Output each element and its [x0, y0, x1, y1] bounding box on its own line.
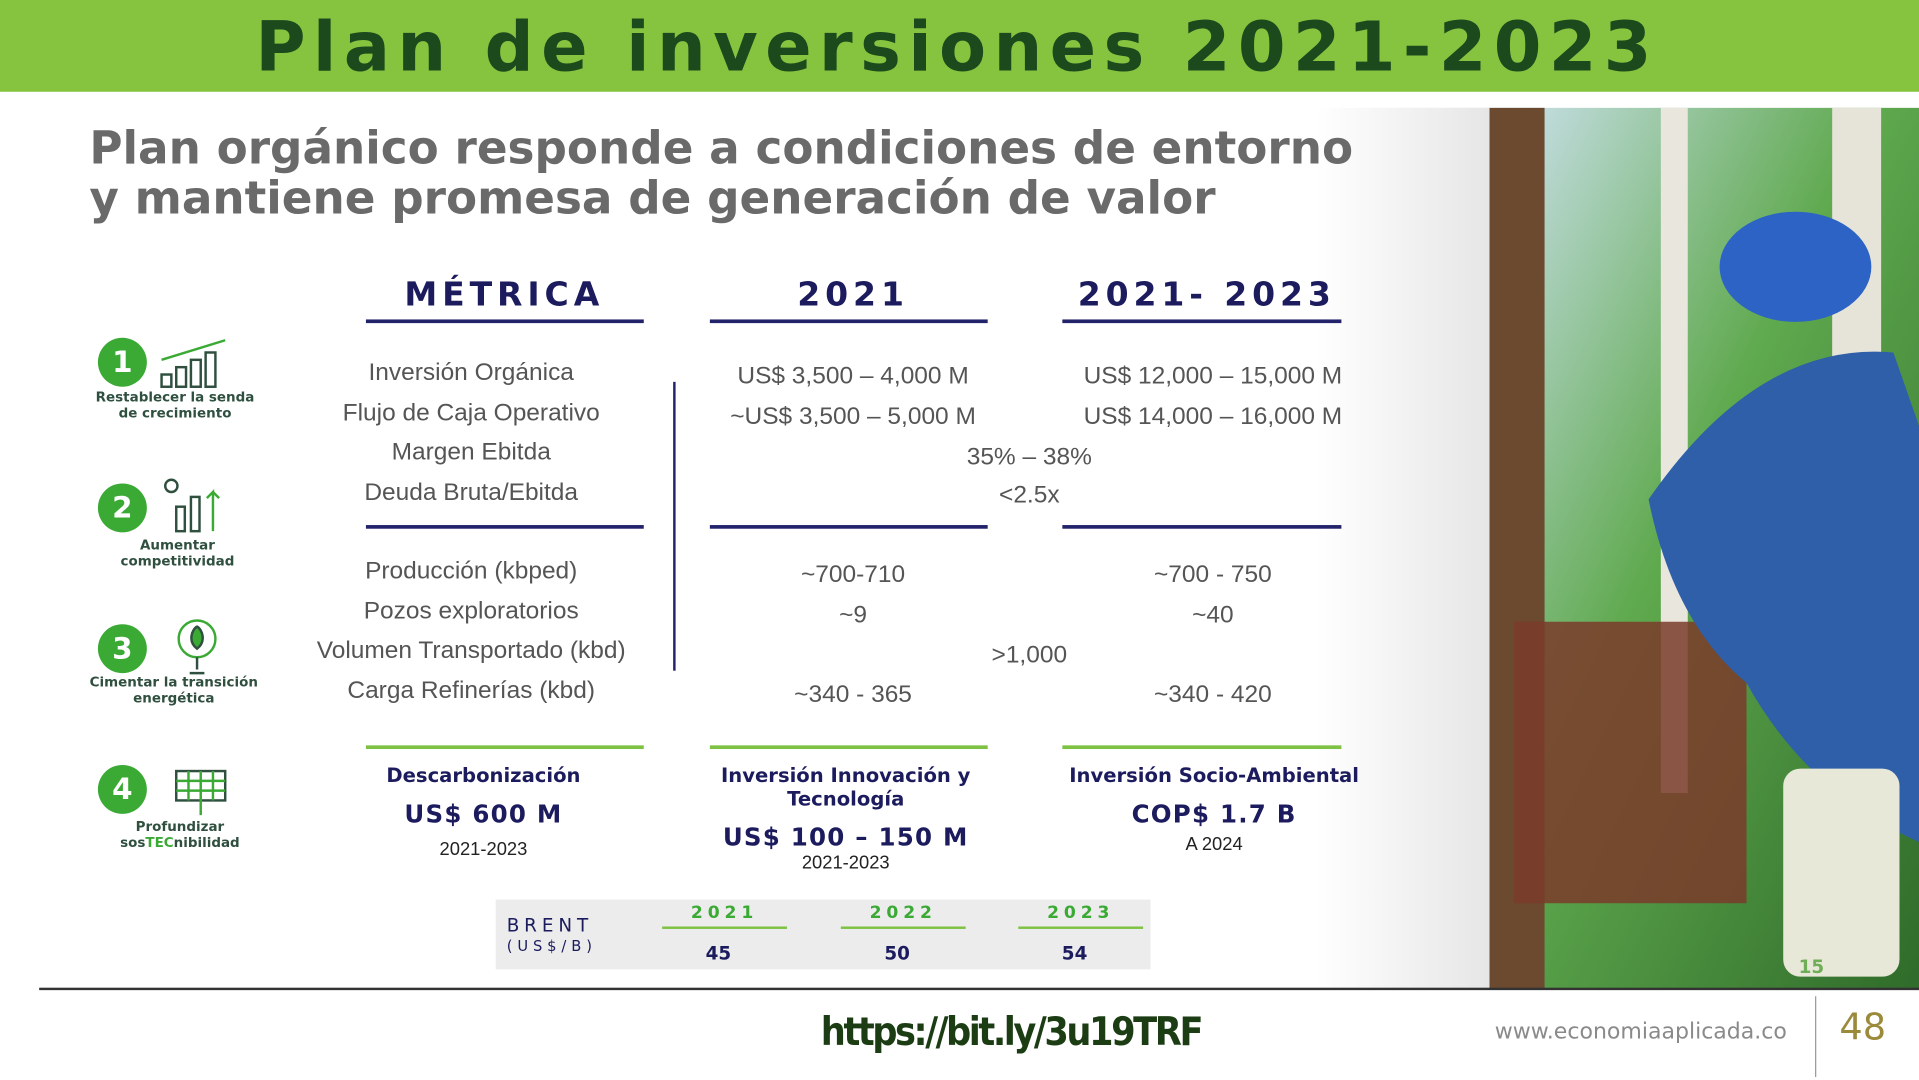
website: www.economiaaplicada.co: [1494, 1018, 1787, 1045]
brent-rule: [840, 926, 966, 929]
pillar-icons: [160, 339, 227, 816]
column-header: MÉTRICA: [404, 275, 605, 314]
investment-amount: COP$ 1.7 B: [1131, 799, 1297, 829]
metric-value: >1,000: [991, 641, 1068, 669]
rule: [365, 319, 644, 324]
brent-value: 50: [884, 942, 910, 965]
brent-value: 45: [705, 942, 732, 965]
metric-value: ~40: [1192, 601, 1234, 629]
slide-heading: Plan orgánico responde a condiciones de …: [89, 121, 1354, 175]
investment-amount: US$ 100 – 150 M: [722, 822, 969, 852]
rule: [709, 319, 988, 324]
investment-title: Descarbonización: [386, 763, 581, 787]
column-header: 2021: [797, 275, 909, 314]
metric-value: ~340 - 365: [794, 681, 912, 709]
rule: [1062, 745, 1342, 750]
rule: [365, 525, 644, 529]
metric-value: ~700-710: [800, 561, 906, 589]
pillar-number: 3: [97, 624, 147, 674]
footer-divider: [1815, 996, 1817, 1078]
page-number: 48: [1839, 1006, 1887, 1050]
investment-period: 2021-2023: [439, 838, 528, 860]
metric-name: Pozos exploratorios: [363, 597, 579, 625]
slide-heading: y mantiene promesa de generación de valo…: [89, 171, 1216, 225]
source-link[interactable]: https://bit.ly/3u19TRF: [820, 1008, 1204, 1056]
metric-value: <2.5x: [999, 481, 1060, 509]
column-header: 2021- 2023: [1077, 275, 1336, 314]
pillar-label-line: Aumentar: [139, 537, 215, 554]
metric-value: ~340 - 420: [1154, 681, 1272, 709]
brent-rule: [1018, 926, 1144, 929]
pillar-label-line: Cimentar la transición: [89, 674, 258, 691]
metric-name: Deuda Bruta/Ebitda: [364, 479, 579, 507]
pillar-label-part: sos: [120, 834, 146, 851]
metric-value: US$ 12,000 – 15,000 M: [1083, 362, 1343, 390]
investment-period: A 2024: [1185, 834, 1243, 855]
rule: [1062, 525, 1342, 529]
rule: [1062, 319, 1342, 324]
brent-year: 2021: [690, 903, 759, 923]
metric-value: 35% – 38%: [966, 443, 1092, 471]
slide-number: 15: [1798, 955, 1825, 978]
metric-value: ~700 - 750: [1154, 561, 1272, 589]
footer-rule: [39, 987, 1919, 991]
metric-name: Inversión Orgánica: [368, 359, 574, 387]
pillar-label-line: energética: [133, 690, 215, 707]
page-title: Plan de inversiones 2021-2023: [255, 7, 1659, 88]
rule: [709, 525, 988, 529]
pillar-number: 4: [97, 764, 147, 814]
brent-year: 2022: [869, 903, 937, 923]
slide: [39, 107, 1490, 989]
pillar-label: Cimentar la transición energética: [90, 674, 258, 706]
pillar-label-line: competitividad: [120, 553, 235, 570]
pillar-label-part: TEC: [145, 834, 174, 851]
rule: [365, 745, 644, 750]
brent-box: [495, 899, 1151, 970]
pillar-label: Restablecer la senda de crecimiento: [96, 389, 255, 421]
pillar-label: Aumentar competitividad: [121, 537, 235, 569]
divider: [673, 381, 676, 671]
brent-rule: [662, 926, 787, 929]
investment-amount: US$ 600 M: [404, 799, 563, 829]
metric-name: Margen Ebitda: [391, 438, 551, 466]
photo: [1489, 107, 1919, 989]
metric-value: ~9: [839, 601, 868, 629]
pillar-number: 2: [97, 483, 147, 533]
metric-value: ~US$ 3,500 – 5,000 M: [730, 403, 976, 431]
brent-label: BRENT: [506, 914, 594, 937]
pillar-label-line: Restablecer la senda: [95, 389, 255, 406]
brent-year: 2023: [1047, 903, 1115, 923]
rule: [709, 745, 988, 750]
pillar-label-line: Profundizar: [135, 818, 225, 835]
pillar-label-part: nibilidad: [173, 834, 240, 851]
brent-value: 54: [1061, 942, 1088, 965]
metric-value: US$ 14,000 – 16,000 M: [1083, 403, 1343, 431]
metric-name: Volumen Transportado (kbd): [316, 637, 626, 664]
pillar-label: Profundizar sosTECnibilidad: [120, 819, 240, 851]
metric-name: Producción (kbped): [365, 557, 578, 585]
investment-title: Inversión Socio-Ambiental: [1069, 763, 1359, 787]
brent-unit: (US$/B): [506, 937, 597, 955]
metric-name: Flujo de Caja Operativo: [342, 399, 600, 427]
metric-value: US$ 3,500 – 4,000 M: [737, 362, 969, 390]
metric-name: Carga Refinerías (kbd): [347, 677, 596, 705]
pillar-number: 1: [97, 337, 147, 387]
pillar-label-line: de crecimiento: [118, 405, 232, 422]
investment-title: Inversión Innovación y: [721, 763, 971, 787]
investment-period: 2021-2023: [801, 852, 890, 874]
investment-title: Tecnología: [787, 786, 905, 811]
header-bar: [0, 0, 1919, 92]
